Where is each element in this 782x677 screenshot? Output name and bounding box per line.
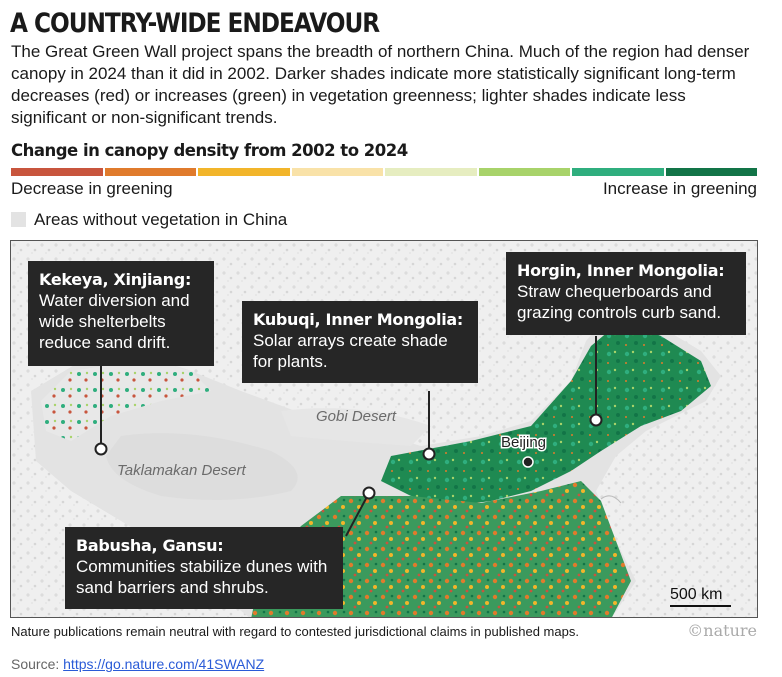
scale-bar-label: 500 km <box>670 586 722 603</box>
legend-color-bar <box>11 168 757 176</box>
source-link[interactable]: https://go.nature.com/41SWANZ <box>63 656 265 672</box>
legend-swatch-8 <box>665 168 757 176</box>
gobi-desert-area <box>281 408 431 446</box>
callout-kubuqi: Kubuqi, Inner Mongolia: Solar arrays cre… <box>242 301 478 383</box>
legend-swatch-6 <box>478 168 570 176</box>
legend-swatch-5 <box>385 168 477 176</box>
northern-greening-zone <box>381 321 711 506</box>
callout-horgin: Horgin, Inner Mongolia: Straw chequerboa… <box>506 252 746 335</box>
horgin-marker <box>589 413 603 427</box>
callout-kubuqi-name: Kubuqi, Inner Mongolia: <box>253 310 464 329</box>
legend-low-label: Decrease in greening <box>11 179 173 198</box>
callout-babusha: Babusha, Gansu: Communities stabilize du… <box>65 527 343 609</box>
callout-horgin-name: Horgin, Inner Mongolia: <box>517 261 725 280</box>
beijing-label: Beijing <box>501 434 546 451</box>
no-vegetation-swatch <box>11 212 26 227</box>
callout-kekeya: Kekeya, Xinjiang: Water diversion and wi… <box>28 261 214 366</box>
nature-brand-logo: ©nature <box>687 621 757 640</box>
southern-mixed-zone <box>251 481 631 617</box>
legend-title: Change in canopy density from 2002 to 20… <box>11 141 408 160</box>
legend-high-label: Increase in greening <box>602 179 757 198</box>
footnote: Nature publications remain neutral with … <box>11 624 579 639</box>
kekeya-marker <box>94 442 108 456</box>
legend-swatch-2 <box>104 168 196 176</box>
legend-swatch-1 <box>11 168 103 176</box>
china-greening-map: Gobi Desert Taklamakan Desert Beijing 50… <box>10 240 758 618</box>
taklamakan-desert-area <box>106 433 298 500</box>
gobi-desert-label: Gobi Desert <box>316 408 397 425</box>
coastline <box>600 495 622 504</box>
source-prefix: Source: <box>11 656 64 672</box>
callout-babusha-text: Communities stabilize dunes with sand ba… <box>76 557 328 597</box>
legend-swatch-4 <box>291 168 383 176</box>
source-line: Source: https://go.nature.com/41SWANZ <box>11 656 264 672</box>
beijing-marker <box>522 456 534 468</box>
western-mixed-zone <box>41 359 211 441</box>
figure-title: A COUNTRY-WIDE ENDEAVOUR <box>10 8 380 39</box>
callout-kekeya-text: Water diversion and wide shelterbelts re… <box>39 291 190 352</box>
legend-swatch-3 <box>198 168 290 176</box>
babusha-marker <box>362 486 376 500</box>
babusha-pointer <box>345 492 370 537</box>
figure-description: The Great Green Wall project spans the b… <box>11 42 750 127</box>
kubuqi-marker <box>422 447 436 461</box>
taklamakan-desert-label: Taklamakan Desert <box>117 462 247 479</box>
callout-kubuqi-text: Solar arrays create shade for plants. <box>253 331 448 371</box>
legend-swatch-7 <box>572 168 664 176</box>
callout-babusha-name: Babusha, Gansu: <box>76 536 224 555</box>
no-vegetation-label: Areas without vegetation in China <box>34 210 288 229</box>
callout-horgin-text: Straw chequerboards and grazing controls… <box>517 282 722 322</box>
callout-kekeya-name: Kekeya, Xinjiang: <box>39 270 192 289</box>
